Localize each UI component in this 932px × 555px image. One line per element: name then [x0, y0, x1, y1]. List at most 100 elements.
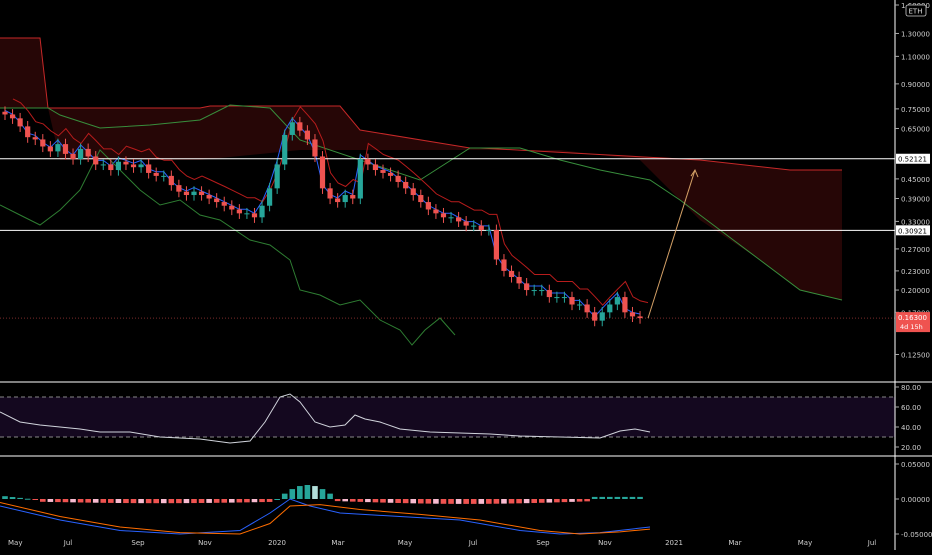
rsi-pane[interactable]: [0, 393, 895, 444]
candle-body: [251, 213, 258, 218]
macd-histogram-bar: [395, 499, 401, 503]
time-tick: May: [798, 539, 812, 547]
price-tick: 1.30000: [901, 30, 930, 38]
macd-histogram-bar: [637, 496, 643, 499]
macd-histogram-bar: [85, 499, 91, 503]
macd-histogram-bar: [440, 499, 447, 504]
price-tick: 0.27000: [901, 246, 930, 254]
macd-histogram-bar: [213, 499, 220, 503]
macd-histogram-bar: [538, 499, 545, 503]
macd-histogram-bar: [372, 499, 379, 503]
time-axis[interactable]: May Jul Sep Nov 2020 Mar May Jul Sep Nov 2021 Mar Ma…: [8, 539, 876, 547]
candle-body: [146, 164, 152, 173]
time-tick: Mar: [331, 539, 344, 547]
time-tick: May: [398, 539, 412, 547]
macd-histogram-bar: [62, 499, 69, 503]
macd-tick: -0.05000: [901, 531, 932, 539]
macd-histogram-bar: [304, 485, 311, 499]
candle-body: [372, 164, 379, 171]
candle-body: [304, 130, 310, 140]
macd-line: [0, 498, 651, 535]
rsi-tick: 40.00: [901, 424, 921, 432]
macd-histogram-bar: [455, 499, 462, 504]
candle-body: [622, 297, 628, 313]
rsi-tick: 20.00: [901, 444, 921, 452]
candle-body: [115, 161, 121, 171]
macd-histogram-bar: [516, 499, 522, 504]
price-tick: 0.90000: [901, 81, 930, 89]
macd-histogram-bar: [614, 496, 621, 499]
candle-body: [198, 191, 205, 196]
macd-histogram-bar: [584, 499, 590, 502]
candle-body: [2, 111, 8, 115]
macd-histogram-bar: [92, 499, 99, 503]
candle-body: [478, 225, 484, 230]
symbol-badge: [905, 4, 927, 17]
macd-histogram-bar: [531, 499, 537, 503]
macd-histogram-bar: [229, 499, 235, 503]
rsi-band: [0, 397, 895, 437]
price-tick: 0.33000: [901, 218, 930, 226]
candle-body: [524, 283, 530, 291]
macd-histogram-bar: [607, 496, 613, 499]
macd-histogram-bar: [319, 489, 326, 499]
macd-tick: 0.05000: [901, 461, 930, 469]
macd-histogram-bar: [569, 499, 575, 502]
time-tick: Sep: [536, 539, 550, 547]
macd-histogram-bar: [176, 499, 182, 504]
senkou-span-a: [0, 37, 842, 171]
last-price-badge: [896, 312, 930, 333]
candle-body: [539, 290, 545, 292]
time-tick: Nov: [198, 539, 212, 547]
forecast-arrow[interactable]: [647, 168, 699, 319]
last-price-label: 0.16300: [898, 314, 927, 322]
candle-body: [614, 297, 620, 305]
macd-histogram-bar: [410, 499, 417, 504]
price-tick: 0.23000: [901, 268, 930, 276]
macd-histogram-bar: [77, 499, 84, 503]
level-badge-1: [896, 225, 930, 236]
macd-histogram-bar: [554, 499, 560, 503]
candle-body: [25, 126, 31, 138]
candle-body: [191, 191, 197, 196]
price-tick: 0.39000: [901, 196, 930, 204]
symbol-label: ETH: [909, 8, 923, 16]
senkou-span-b: [0, 104, 843, 301]
candle-body: [387, 172, 394, 176]
candle-body: [410, 188, 416, 196]
macd-histogram-bar: [463, 499, 469, 504]
horizontal-levels[interactable]: [0, 158, 895, 319]
macd-tick: 0.00000: [901, 496, 930, 504]
macd-histogram-bar: [327, 493, 333, 499]
macd-pane[interactable]: [0, 485, 651, 535]
candle-body: [486, 229, 492, 231]
candle-body: [607, 304, 613, 313]
candle-body: [70, 153, 76, 160]
time-tick: Mar: [728, 539, 741, 547]
candles[interactable]: [2, 106, 643, 327]
candle-body: [100, 164, 106, 166]
candle-body: [130, 164, 137, 168]
macd-histogram-bar: [221, 499, 228, 503]
candle-body: [32, 137, 38, 140]
candle-body: [153, 172, 159, 176]
candle-body: [282, 134, 288, 165]
rsi-line: [0, 393, 651, 444]
price-tick: 0.12500: [901, 351, 930, 359]
macd-histogram-bar: [312, 486, 318, 499]
macd-histogram-bar: [244, 499, 250, 503]
macd-histogram-bar: [508, 499, 515, 504]
macd-histogram-bar: [380, 499, 386, 503]
price-tick: 0.45000: [901, 176, 930, 184]
candle-body: [365, 159, 371, 165]
macd-histogram-bar: [198, 499, 205, 503]
macd-signal-line: [0, 502, 651, 535]
macd-histogram-bar: [470, 499, 477, 504]
macd-histogram-bar: [342, 499, 348, 502]
candle-body: [456, 217, 462, 222]
macd-histogram-bar: [138, 499, 144, 504]
macd-histogram-bar: [561, 499, 568, 503]
candle-body: [168, 175, 174, 186]
